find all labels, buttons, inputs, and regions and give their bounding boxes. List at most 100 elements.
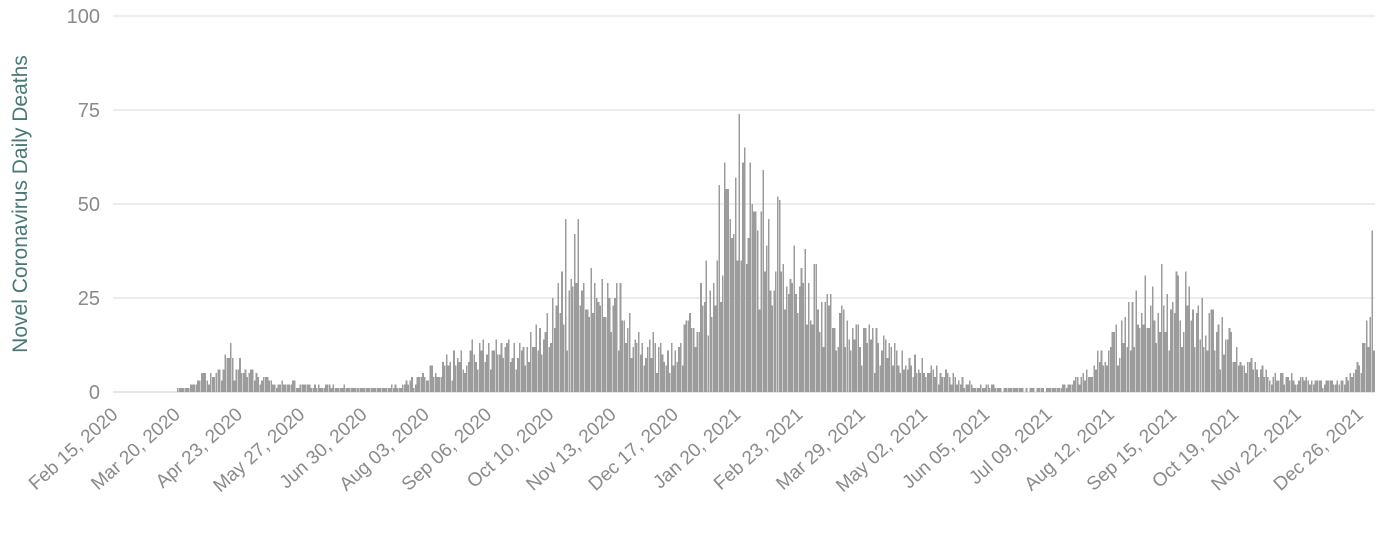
bar (473, 354, 475, 392)
bar (350, 388, 353, 392)
bar (1153, 320, 1156, 392)
bar (220, 380, 223, 392)
bar (330, 388, 333, 392)
bar (586, 309, 589, 392)
bar (1011, 388, 1013, 392)
bar (255, 373, 258, 392)
bar (551, 298, 554, 392)
bar (347, 388, 349, 392)
bar (542, 339, 545, 392)
bar (1100, 350, 1103, 392)
bar (297, 388, 300, 392)
bar (941, 376, 944, 392)
bar (283, 384, 285, 392)
bar (1316, 380, 1319, 392)
bar (520, 350, 523, 392)
bar (1358, 365, 1361, 392)
bar (528, 361, 530, 392)
bar (1042, 388, 1044, 392)
bar (189, 384, 192, 392)
bar (789, 279, 792, 392)
bar (687, 320, 689, 392)
bar (1281, 373, 1284, 392)
bar (1109, 346, 1112, 392)
bar (539, 328, 541, 392)
bar (771, 305, 774, 392)
bar (339, 388, 342, 392)
bar (453, 350, 455, 392)
bar (1179, 320, 1181, 392)
bar (903, 369, 905, 392)
bar (367, 388, 369, 392)
bar (1362, 343, 1364, 392)
bar (848, 339, 850, 392)
bar (422, 373, 424, 392)
bar (337, 388, 340, 392)
bar (705, 260, 708, 392)
bar (420, 376, 422, 392)
bar (945, 369, 947, 392)
bar (1089, 376, 1092, 392)
bar (537, 350, 539, 392)
bar (1040, 388, 1042, 392)
bar (584, 309, 587, 392)
bar (295, 388, 298, 392)
bar (904, 365, 907, 392)
bar (1307, 380, 1309, 392)
bar (915, 373, 918, 392)
bar (1219, 369, 1222, 392)
bar (1148, 328, 1150, 392)
bar (795, 294, 797, 392)
bar (614, 298, 616, 392)
bar (1279, 373, 1282, 392)
bar (506, 343, 508, 392)
bar (1343, 384, 1346, 392)
bar (1232, 361, 1234, 392)
bar (524, 365, 527, 392)
bar (956, 384, 958, 392)
bar (670, 343, 673, 392)
bar (1036, 388, 1039, 392)
bar (478, 343, 481, 392)
bar (714, 305, 717, 392)
bar (1161, 264, 1163, 392)
bar (467, 361, 470, 392)
bar (396, 388, 399, 392)
bar (253, 380, 256, 392)
bar (1096, 350, 1099, 392)
bar (508, 339, 510, 392)
bar (326, 384, 329, 392)
bar (219, 369, 221, 392)
bar (1056, 388, 1059, 392)
bar (1236, 346, 1238, 392)
bar (1038, 388, 1041, 392)
bar (749, 162, 752, 392)
bar (829, 294, 832, 392)
bar (471, 339, 474, 392)
bar (222, 369, 225, 392)
y-tick-label: 100 (67, 6, 100, 28)
bar (246, 376, 249, 392)
bar (522, 346, 525, 392)
bar (669, 373, 671, 392)
y-axis-title: Novel Coronavirus Daily Deaths (9, 55, 32, 353)
bar (698, 331, 700, 392)
bar (590, 267, 593, 392)
bar (1276, 380, 1278, 392)
bar (573, 234, 576, 392)
bar (1175, 271, 1178, 392)
bar (191, 384, 194, 392)
bar (557, 282, 560, 392)
bar (1003, 388, 1006, 392)
bar (1354, 369, 1357, 392)
bar (281, 380, 283, 392)
bar (1336, 380, 1339, 392)
bar (639, 354, 642, 392)
bar (1162, 305, 1165, 392)
bar (765, 245, 768, 392)
bar (703, 301, 706, 392)
bar (738, 113, 741, 392)
bar (751, 204, 753, 392)
bar (594, 282, 596, 392)
